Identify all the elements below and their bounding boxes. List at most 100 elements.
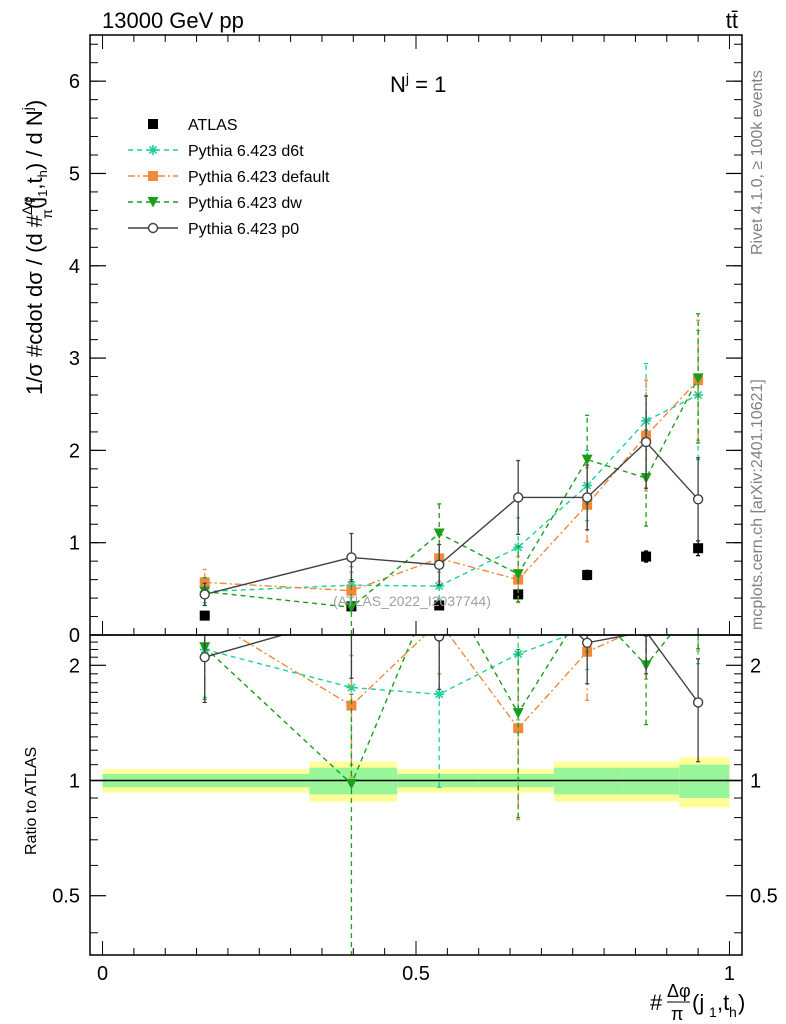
ratio-point-default: [434, 617, 444, 627]
ratio-point-d6t-stroke: [347, 683, 356, 692]
main-point-default: [346, 585, 357, 596]
xaxis-title: # Δφ π (j 1 ,t h ): [650, 981, 745, 1024]
legend-label-default: Pythia 6.423 default: [188, 169, 330, 186]
ratio-point-d6t-stroke: [695, 608, 702, 615]
legend-marker-dw: [147, 197, 159, 208]
legend-marker-default: [148, 171, 158, 181]
ratio-point-d6t: [434, 689, 445, 700]
ratio-point-p0: [581, 637, 593, 648]
main-series-d6t: [199, 329, 704, 605]
ratio-ylabel: Ratio to ATLAS: [23, 747, 40, 855]
ratio-point-d6t: [346, 682, 357, 693]
main-point-atlas: [434, 600, 445, 611]
legend-label-dw: Pythia 6.423 dw: [188, 195, 302, 212]
ratio-ytick-label-right: 2: [750, 655, 761, 677]
main-point-atlas: [693, 543, 704, 554]
ratio-point-default: [346, 700, 357, 711]
main-ylabel: 1/σ #cdot dσ / (d #Δφ π(j1,th) / d Nj): [19, 100, 55, 395]
ratio-point-d6t-stroke: [643, 610, 650, 617]
ratio-xtick-label: 0: [97, 963, 108, 985]
ratio-point-default: [513, 723, 524, 734]
main-point-d6t-stroke: [435, 581, 444, 591]
ratio-point-dw: [345, 778, 357, 790]
main-line-p0: [204, 441, 699, 596]
main-panel: 0 1 2 3 4 5 6 (ATLAS_2022_I2037744) Nj = 1 1/σ…: [19, 34, 743, 647]
ratio-series-p0: [199, 635, 704, 763]
mcplots-label: mcplots.cern.ch [arXiv:2401.10621]: [749, 379, 766, 630]
ratio-point-d6t: [693, 606, 703, 616]
ratio-line-d6t: [204, 635, 572, 695]
main-point-atlas: [199, 610, 210, 621]
ratio-point-dw: [582, 597, 593, 608]
main-point-atlas: [582, 570, 593, 580]
ratio-point-d6t-stroke: [695, 608, 702, 615]
energy-label: 13000 GeV pp: [102, 8, 244, 33]
ratio-point-d6t-stroke: [584, 625, 591, 632]
main-ytick-label: 1: [69, 533, 80, 555]
main-point-p0: [640, 436, 652, 448]
ratio-ytick-label-right: 1: [750, 771, 761, 793]
svg-text:#: #: [650, 990, 663, 1015]
ratio-ytick-label: 0.5: [52, 886, 80, 908]
main-point-dw: [581, 454, 593, 466]
main-point-p0: [346, 552, 357, 563]
ratio-xtick-label: 1: [724, 963, 735, 985]
ratio-series-layer: [199, 595, 704, 955]
main-ytick-label: 3: [69, 348, 80, 370]
main-point-dw: [512, 569, 524, 580]
main-point-dw: [433, 528, 445, 539]
ratio-axis-ticks: 0.5 0.5 1 1 2 2 0 0.5 1: [52, 641, 778, 985]
main-point-p0: [581, 492, 593, 503]
ratio-point-default: [693, 597, 703, 607]
rivet-label: Rivet 4.1.0, ≥ 100k events: [749, 70, 766, 255]
annotation-nj: Nj = 1: [390, 70, 446, 97]
svg-text:1: 1: [709, 1004, 717, 1020]
ratio-point-d6t: [641, 609, 651, 619]
main-ytick-label: 5: [69, 163, 80, 185]
ratio-point-p0: [199, 651, 210, 663]
ratio-point-p0: [433, 635, 445, 642]
svg-text:): ): [738, 990, 745, 1015]
process-label: tt̄: [726, 8, 738, 33]
legend-label-p0: Pythia 6.423 p0: [188, 221, 299, 238]
ratio-uncertainty-band: [90, 757, 742, 808]
legend-label-d6t: Pythia 6.423 d6t: [188, 143, 304, 160]
main-line-default: [204, 379, 699, 592]
main-ytick-label: 0: [69, 625, 80, 647]
svg-text:Δφ: Δφ: [667, 981, 691, 1001]
legend: ATLAS Pythia 6.423 d6t Pythia 6.423 defaul…: [128, 117, 330, 238]
main-point-p0: [692, 494, 704, 505]
legend-marker-d6t: [148, 145, 158, 155]
main-line-d6t: [204, 394, 699, 593]
watermark: (ATLAS_2022_I2037744): [333, 593, 491, 609]
legend-marker-d6t-stroke: [148, 145, 158, 155]
main-axis-ticks: 0 1 2 3 4 5 6: [69, 35, 742, 647]
svg-text:h: h: [729, 1004, 737, 1020]
ratio-point-d6t-stroke: [643, 610, 650, 617]
ratio-point-default: [641, 621, 651, 631]
ratio-frame: [89, 634, 743, 956]
svg-text:1/σ #cdot dσ / (d #Δφπ(j1,th): 1/σ #cdot dσ / (d #Δφ π(j1,th) / d Nj): [19, 100, 55, 395]
main-point-dw: [345, 602, 357, 613]
main-series-layer: [199, 313, 704, 635]
svg-text:π: π: [671, 1004, 683, 1024]
ratio-ytick-label-right: 0.5: [750, 886, 778, 908]
ratio-point-d6t-stroke: [435, 690, 444, 699]
ratio-point-d6t: [582, 623, 592, 633]
main-series-default: [199, 319, 704, 610]
main-point-atlas: [513, 589, 524, 600]
ratio-point-p0: [692, 697, 704, 708]
main-ytick-label: 6: [69, 71, 80, 93]
svg-text:,t: ,t: [717, 990, 729, 1015]
legend-marker-p0: [147, 222, 159, 234]
main-point-atlas: [641, 551, 652, 562]
ratio-point-dw: [512, 708, 524, 719]
legend-label-atlas: ATLAS: [188, 117, 238, 134]
legend-marker-atlas: [148, 119, 158, 129]
main-point-default: [199, 577, 210, 588]
ratio-point-dw: [693, 595, 704, 606]
main-ytick-label: 4: [69, 256, 80, 278]
ratio-xtick-label: 0.5: [402, 963, 430, 985]
ratio-panel: 0.5 0.5 1 1 2 2 0 0.5 1 Ratio to ATLAS # Δφ π (j…: [23, 595, 778, 1024]
